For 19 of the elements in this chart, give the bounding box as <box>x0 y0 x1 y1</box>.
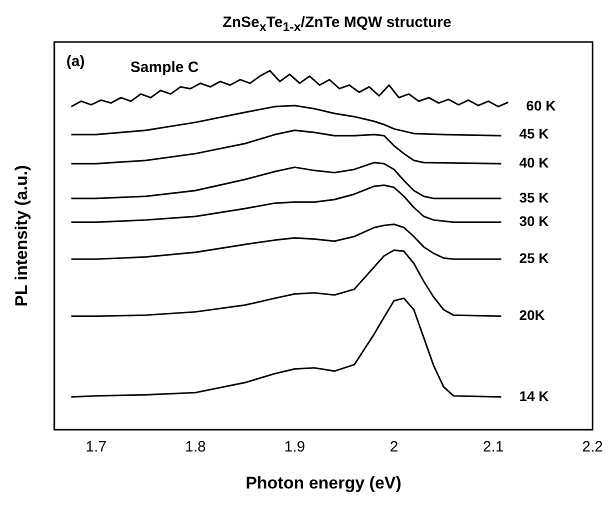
series-label: 60 K <box>526 97 556 114</box>
x-tick-label: 1.9 <box>284 438 306 456</box>
x-tick-label: 1.7 <box>86 438 107 456</box>
series-label: 30 K <box>519 213 549 230</box>
series-label: 35 K <box>519 189 549 206</box>
series-label: 20K <box>519 307 545 324</box>
y-axis-title: PL intensity (a.u.) <box>12 165 31 306</box>
series-label: 40 K <box>519 154 549 171</box>
chart-title: ZnSe$_{x}$Te$_{1-x}$/ZnTe MQW structure <box>222 13 452 36</box>
x-tick-label: 2.1 <box>482 438 504 456</box>
annotation: Sample C <box>130 59 199 76</box>
text: (a) <box>66 53 85 70</box>
series-label: 45 K <box>519 125 549 142</box>
x-axis-title: Photon energy (eV) <box>246 473 402 492</box>
series-label: 25 K <box>519 250 549 266</box>
x-tick-label: 2.2 <box>582 438 604 456</box>
series-label: 14 K <box>519 388 549 404</box>
x-tick-label: 2 <box>390 438 398 456</box>
x-tick-label: 1.8 <box>184 438 206 456</box>
